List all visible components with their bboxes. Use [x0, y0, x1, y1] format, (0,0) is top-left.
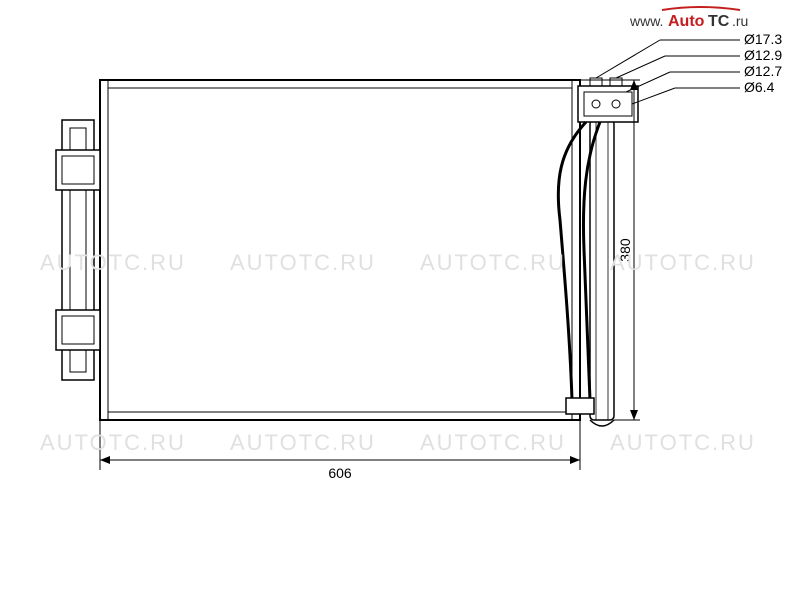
logo-www: www.	[630, 13, 663, 29]
radiator-inner	[108, 88, 572, 412]
radiator-diagram: 606 380 Ø17.3 Ø12.9 Ø12.7 Ø6.4	[0, 0, 800, 600]
diameter-2: Ø12.9	[744, 47, 782, 63]
radiator-outer	[100, 80, 580, 420]
diameter-3: Ø12.7	[744, 63, 782, 79]
logo-ru: .ru	[732, 13, 748, 29]
receiver-drier	[590, 120, 614, 420]
logo-tc: TC	[708, 13, 730, 30]
site-logo: www. Auto TC .ru	[630, 6, 790, 36]
fitting-block	[578, 86, 638, 122]
width-dimension-label: 606	[328, 465, 352, 481]
logo-arc	[662, 7, 740, 10]
logo-auto: Auto	[668, 13, 705, 30]
diameter-4: Ø6.4	[744, 79, 775, 95]
height-dimension-label: 380	[617, 238, 633, 262]
logo-svg: www. Auto TC .ru	[630, 6, 790, 36]
